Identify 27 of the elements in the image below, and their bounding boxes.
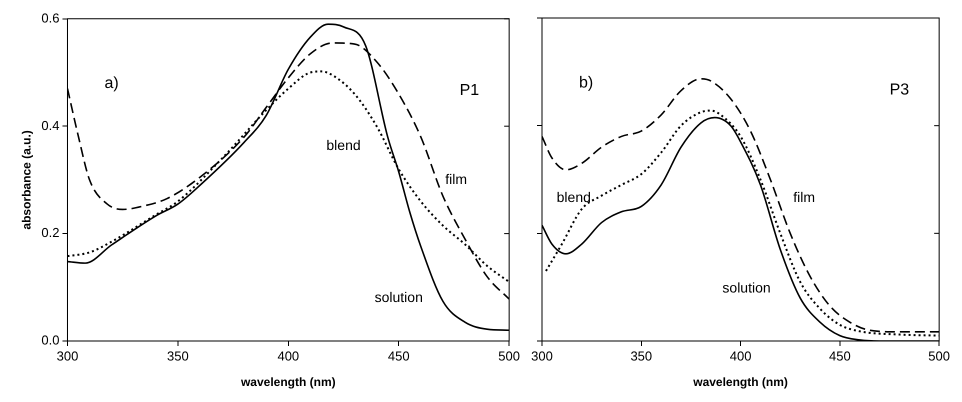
series-label: solution [374, 289, 423, 306]
x-tick-label: 400 [730, 348, 752, 364]
x-tick-label: 300 [531, 348, 553, 364]
x-tick-label: 350 [167, 348, 189, 364]
x-tick-label: 500 [928, 348, 950, 364]
y-tick-label: 0.2 [41, 225, 60, 240]
x-tick-label: 300 [56, 348, 78, 364]
y-axis-title: absorbance (a.u.) [20, 130, 34, 230]
x-tick-label: 400 [277, 348, 300, 364]
x-tick-label: 450 [388, 348, 410, 364]
annotation: P3 [890, 81, 910, 98]
annotation: b) [579, 74, 594, 92]
series-label: blend [326, 136, 361, 153]
y-tick-label: 0.6 [41, 10, 60, 26]
series-label: film [793, 189, 816, 206]
series-label: film [445, 170, 468, 187]
x-tick-label: 450 [829, 348, 851, 364]
x-axis-title: wavelength (nm) [240, 375, 336, 390]
annotation: a) [104, 75, 119, 92]
y-tick-label: 0.4 [41, 118, 60, 133]
series-label: solution [722, 280, 771, 296]
y-tick-label: 0.0 [41, 332, 60, 348]
annotation: P1 [460, 82, 480, 100]
x-tick-label: 350 [630, 348, 652, 364]
x-tick-label: 500 [498, 348, 520, 364]
series-label: blend [556, 189, 591, 206]
x-axis-title: wavelength (nm) [692, 375, 788, 390]
